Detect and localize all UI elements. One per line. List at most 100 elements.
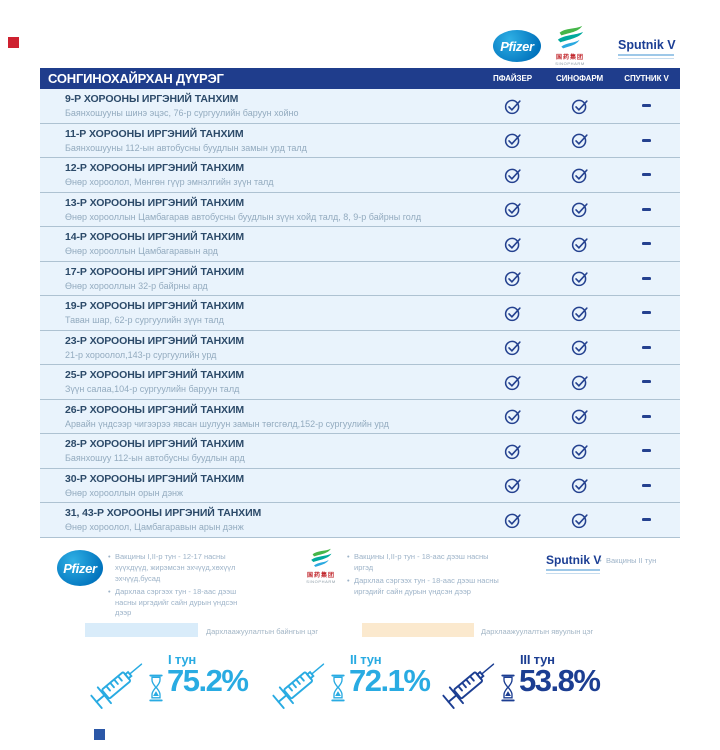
cell-sinopharm bbox=[546, 296, 613, 330]
cell-pfizer bbox=[479, 365, 546, 399]
row-name: 12-Р ХОРООНЫ ИРГЭНИЙ ТАНХИМ bbox=[65, 162, 245, 174]
not-available-dash bbox=[642, 483, 651, 487]
footnote-item: Вакцины I,II-р тун - 18-аас дээш насны и… bbox=[347, 552, 502, 574]
pfizer-logo-text: Pfizer bbox=[63, 560, 97, 576]
stat-label: I тун bbox=[168, 652, 196, 667]
check-circle-icon bbox=[571, 444, 588, 459]
sputnik-tagline-lines bbox=[618, 54, 676, 59]
cell-sinopharm bbox=[546, 89, 613, 123]
not-available-dash bbox=[642, 104, 651, 108]
footnote-item: Дархлаа сэргээх тун - 18-аас дээш насны … bbox=[108, 587, 248, 620]
check-circle-icon bbox=[571, 99, 588, 114]
cell-pfizer bbox=[479, 89, 546, 123]
cell-pfizer bbox=[479, 469, 546, 503]
table-row: 19-Р ХОРООНЫ ИРГЭНИЙ ТАНХИМ Таван шар, 6… bbox=[40, 296, 680, 331]
blue-square-accent bbox=[94, 729, 105, 740]
check-circle-icon bbox=[504, 202, 521, 218]
check-circle-icon bbox=[504, 168, 521, 183]
row-address: Өнөр хорооллын 32-р байрны ард bbox=[65, 280, 208, 291]
row-address: Зүүн салаа,104-р сургуулийн баруун талд bbox=[65, 384, 240, 394]
sputnik-logo-text: Sputnik V bbox=[546, 553, 602, 567]
stat-label: II тун bbox=[350, 652, 382, 667]
sputnik-tagline-lines bbox=[546, 569, 601, 574]
cell-sinopharm bbox=[546, 193, 613, 227]
column-header-sputnik: СПУТНИК V bbox=[624, 74, 669, 83]
stat-label: III тун bbox=[520, 652, 555, 667]
row-address: 21-р хороолол,143-р сургуулийн урд bbox=[65, 349, 217, 360]
syringe-icon bbox=[272, 663, 325, 709]
row-address: Баянхошууны 112-ын автобусны буудлын зам… bbox=[65, 142, 307, 153]
table-row: 9-Р ХОРООНЫ ИРГЭНИЙ ТАНХИМ Баянхошууны ш… bbox=[40, 89, 680, 124]
check-circle-icon bbox=[571, 237, 588, 252]
sputnik-footnotes: Вакцины II тун bbox=[599, 556, 709, 569]
sputnik-logo-footer: Sputnik V bbox=[546, 553, 601, 574]
legend-label-permanent: Дархлаажуулалтын байнгын цэг bbox=[206, 627, 319, 636]
dose-coverage-stats: I тун 75.2% II тун bbox=[0, 648, 720, 723]
cell-pfizer bbox=[479, 296, 546, 330]
legend-swatch-permanent bbox=[85, 623, 198, 637]
check-circle-icon bbox=[571, 340, 588, 356]
not-available-dash bbox=[642, 311, 651, 315]
stat-value: 53.8% bbox=[519, 663, 601, 698]
cell-sputnik bbox=[613, 262, 680, 296]
column-header-sinopharm: СИНОФАРМ bbox=[555, 74, 604, 83]
table-body: 9-Р ХОРООНЫ ИРГЭНИЙ ТАНХИМ Баянхошууны ш… bbox=[40, 89, 680, 538]
footnote-item: Вакцины II тун bbox=[599, 556, 709, 567]
cell-sputnik bbox=[613, 365, 680, 399]
row-name: 31, 43-Р ХОРООНЫ ИРГЭНИЙ ТАНХИМ bbox=[65, 507, 262, 519]
cell-sinopharm bbox=[546, 503, 613, 537]
cell-sputnik bbox=[613, 89, 680, 123]
not-available-dash bbox=[642, 449, 651, 453]
sinopharm-logo-footer: 国药集团 SINOPHARM bbox=[303, 548, 339, 584]
not-available-dash bbox=[642, 242, 651, 246]
table-row: 28-Р ХОРООНЫ ИРГЭНИЙ ТАНХИМ Баянхошуу 11… bbox=[40, 434, 680, 469]
table-row: 14-Р ХОРООНЫ ИРГЭНИЙ ТАНХИМ Өнөр хороолл… bbox=[40, 227, 680, 262]
sinopharm-logo: 国药集团 SINOPHARM bbox=[551, 25, 589, 66]
stat-value: 72.1% bbox=[349, 663, 431, 698]
row-address: Баянхошууны шинэ эцэс, 76-р сургуулийн б… bbox=[65, 108, 299, 118]
sinopharm-waves-icon bbox=[557, 25, 583, 49]
footnote-item: Вакцины I,II-р тун - 12-17 насны хүүхдүү… bbox=[108, 552, 248, 585]
check-circle-icon bbox=[504, 99, 521, 114]
sinopharm-waves-icon bbox=[311, 548, 332, 567]
not-available-dash bbox=[642, 414, 651, 418]
check-circle-icon bbox=[504, 133, 521, 149]
hourglass-icon bbox=[149, 674, 163, 702]
row-name: 23-Р ХОРООНЫ ИРГЭНИЙ ТАНХИМ bbox=[65, 334, 245, 347]
check-circle-icon bbox=[571, 375, 588, 390]
cell-sputnik bbox=[613, 193, 680, 227]
table-row: 12-Р ХОРООНЫ ИРГЭНИЙ ТАНХИМ Өнөр хорооло… bbox=[40, 158, 680, 193]
row-name: 13-Р ХОРООНЫ ИРГЭНИЙ ТАНХИМ bbox=[65, 196, 245, 209]
pfizer-footnotes: Вакцины I,II-р тун - 12-17 насны хүүхдүү… bbox=[108, 552, 248, 621]
cell-pfizer bbox=[479, 262, 546, 296]
row-name: 9-Р ХОРООНЫ ИРГЭНИЙ ТАНХИМ bbox=[65, 93, 239, 105]
table-row: 13-Р ХОРООНЫ ИРГЭНИЙ ТАНХИМ Өнөр хороолл… bbox=[40, 192, 680, 227]
cell-sinopharm bbox=[546, 227, 613, 261]
not-available-dash bbox=[642, 345, 651, 349]
vaccination-table: СОНГИНОХАЙРХАН ДҮҮРЭГ ПФАЙЗЕР СИНОФАРМ С… bbox=[40, 68, 680, 538]
pfizer-logo: Pfizer bbox=[493, 30, 541, 62]
cell-sputnik bbox=[613, 296, 680, 330]
check-circle-icon bbox=[504, 409, 521, 425]
not-available-dash bbox=[642, 380, 651, 384]
check-circle-icon bbox=[504, 444, 521, 459]
cell-pfizer bbox=[479, 400, 546, 434]
sinopharm-footnotes: Вакцины I,II-р тун - 18-аас дээш насны и… bbox=[347, 552, 502, 600]
row-name: 25-Р ХОРООНЫ ИРГЭНИЙ ТАНХИМ bbox=[65, 369, 245, 381]
cell-sinopharm bbox=[546, 469, 613, 503]
not-available-dash bbox=[642, 276, 651, 280]
cell-sputnik bbox=[613, 124, 680, 158]
row-name: 17-Р ХОРООНЫ ИРГЭНИЙ ТАНХИМ bbox=[65, 265, 245, 278]
check-circle-icon bbox=[571, 168, 588, 183]
table-row: 11-Р ХОРООНЫ ИРГЭНИЙ ТАНХИМ Баянхошууны … bbox=[40, 123, 680, 158]
sputnik-logo: Sputnik V bbox=[618, 38, 676, 59]
red-square-accent bbox=[8, 37, 19, 48]
legend-swatch-mobile bbox=[362, 623, 474, 637]
row-address: Арвайн үндсээр чигээрээ явсан шулуун зам… bbox=[65, 418, 389, 429]
cell-sinopharm bbox=[546, 434, 613, 468]
check-circle-icon bbox=[571, 513, 588, 528]
stat-dose-2: II тун 72.1% bbox=[264, 648, 444, 720]
stat-dose-1: I тун 75.2% bbox=[82, 648, 262, 720]
check-circle-icon bbox=[571, 202, 588, 218]
cell-sputnik bbox=[613, 503, 680, 537]
